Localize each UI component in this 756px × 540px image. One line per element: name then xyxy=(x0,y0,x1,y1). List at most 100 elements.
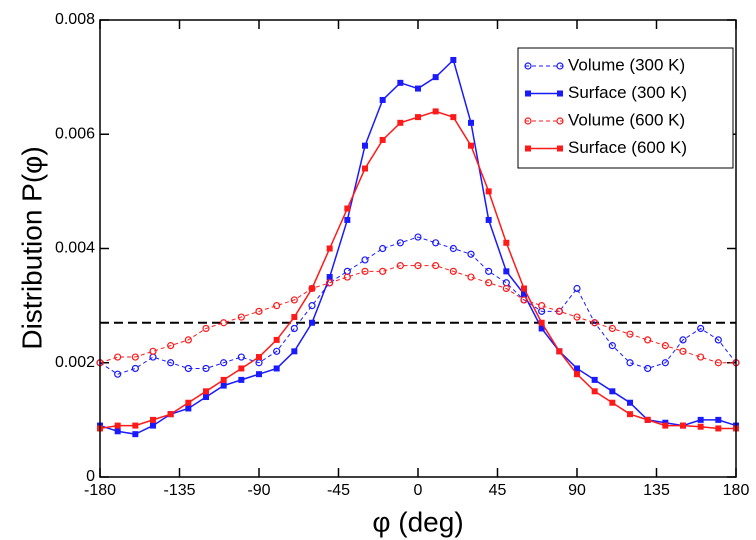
y-tick-label: 0.008 xyxy=(55,11,95,28)
marker xyxy=(644,364,652,373)
marker xyxy=(608,342,616,350)
x-tick-label: 135 xyxy=(643,482,670,499)
marker xyxy=(150,416,156,423)
marker xyxy=(644,416,651,423)
marker xyxy=(362,142,368,149)
x-tick-label: -135 xyxy=(163,482,195,499)
marker xyxy=(220,359,228,367)
marker xyxy=(132,431,139,438)
marker xyxy=(362,165,368,172)
marker xyxy=(697,423,704,430)
marker xyxy=(525,90,531,97)
y-axis-title: Distribution P(φ) xyxy=(16,146,47,349)
marker xyxy=(184,364,192,373)
marker xyxy=(467,273,475,281)
marker xyxy=(521,285,527,292)
marker xyxy=(502,279,510,287)
marker xyxy=(697,416,704,423)
marker xyxy=(432,74,439,81)
marker xyxy=(573,313,581,321)
marker xyxy=(626,359,634,367)
marker xyxy=(521,291,527,298)
series xyxy=(97,108,739,432)
y-tick-label: 0.004 xyxy=(55,240,95,257)
marker xyxy=(485,279,493,287)
legend-label: Surface (300 K) xyxy=(568,83,687,102)
marker xyxy=(290,324,298,333)
marker xyxy=(291,348,298,355)
marker xyxy=(185,399,192,406)
marker xyxy=(132,422,139,429)
marker xyxy=(524,117,532,125)
marker xyxy=(468,119,474,126)
marker xyxy=(290,296,298,304)
marker xyxy=(343,273,351,281)
marker xyxy=(379,267,387,275)
marker xyxy=(538,319,545,326)
marker xyxy=(396,239,404,247)
marker xyxy=(379,96,386,103)
marker xyxy=(326,274,333,281)
marker xyxy=(680,422,686,429)
marker xyxy=(591,376,598,383)
marker xyxy=(432,262,440,270)
marker xyxy=(344,205,351,212)
marker xyxy=(344,216,351,223)
marker xyxy=(502,284,510,293)
marker xyxy=(237,353,245,361)
marker xyxy=(220,376,227,383)
marker xyxy=(485,216,492,223)
marker xyxy=(308,302,316,310)
marker xyxy=(397,119,404,126)
marker xyxy=(432,108,439,115)
x-tick-label: -180 xyxy=(84,482,116,499)
marker xyxy=(555,307,563,315)
marker xyxy=(697,353,705,361)
marker xyxy=(661,342,669,350)
marker xyxy=(714,359,722,367)
marker xyxy=(608,324,616,333)
marker xyxy=(273,302,281,310)
marker xyxy=(237,313,245,321)
marker xyxy=(485,267,493,275)
marker xyxy=(256,354,262,361)
marker xyxy=(220,382,227,389)
legend-label: Volume (300 K) xyxy=(568,55,685,74)
marker xyxy=(238,365,245,372)
x-tick-label: 90 xyxy=(568,482,586,499)
marker xyxy=(661,359,669,367)
marker xyxy=(149,347,157,355)
marker xyxy=(627,411,633,418)
marker xyxy=(203,388,209,395)
marker xyxy=(662,422,669,429)
marker xyxy=(396,262,404,270)
marker xyxy=(556,117,564,125)
marker xyxy=(574,365,580,372)
marker xyxy=(450,56,457,63)
marker xyxy=(414,262,422,270)
marker xyxy=(361,256,369,264)
legend-label: Volume (600 K) xyxy=(568,110,685,129)
x-tick-label: -90 xyxy=(247,482,270,499)
x-tick-label: 0 xyxy=(414,482,423,499)
marker xyxy=(202,324,210,333)
marker xyxy=(538,302,546,310)
marker xyxy=(715,425,722,432)
marker xyxy=(556,62,564,70)
x-tick-label: -45 xyxy=(327,482,350,499)
y-tick-label: 0.006 xyxy=(55,125,95,142)
marker xyxy=(644,336,652,344)
x-tick-label: 180 xyxy=(723,482,750,499)
marker xyxy=(432,239,440,247)
y-tick-label: 0.002 xyxy=(55,354,95,371)
marker xyxy=(626,330,634,338)
marker xyxy=(415,114,421,121)
marker xyxy=(114,370,122,378)
marker xyxy=(538,325,545,332)
marker xyxy=(114,353,122,361)
marker xyxy=(574,371,580,378)
marker xyxy=(326,279,334,287)
marker xyxy=(202,364,210,373)
marker xyxy=(114,428,121,435)
